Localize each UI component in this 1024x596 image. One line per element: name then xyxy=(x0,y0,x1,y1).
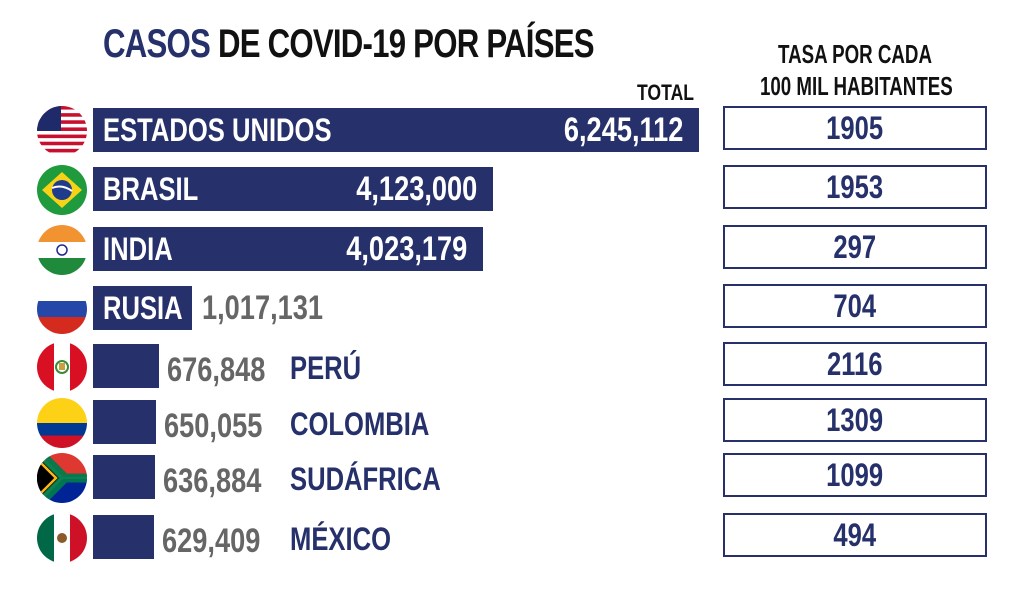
chart-row: INDIA 4,023,179 297 xyxy=(0,225,1024,275)
chart-row: ESTADOS UNIDOS 6,245,112 1905 xyxy=(0,106,1024,156)
title-accent: CASOS xyxy=(103,22,211,66)
rate-header-line-2: 100 MIL HABITANTES xyxy=(759,71,953,101)
india-flag-icon xyxy=(37,225,87,275)
data-value-label: 676,848 xyxy=(166,351,265,389)
data-bar xyxy=(93,400,157,444)
country-label: MÉXICO xyxy=(290,521,391,557)
peru-flag-icon xyxy=(37,342,87,392)
data-bar xyxy=(93,108,699,152)
data-bar xyxy=(93,455,155,499)
russia-flag-icon xyxy=(37,284,87,334)
usa-flag-icon xyxy=(37,106,87,156)
data-value-label: 6,245,112 xyxy=(563,111,683,149)
data-value-label: 650,055 xyxy=(164,407,263,445)
rate-value-box: 1099 xyxy=(723,453,987,497)
country-label: PERÚ xyxy=(290,350,362,386)
chart-row: 676,848 PERÚ 2116 xyxy=(0,342,1024,392)
country-label: SUDÁFRICA xyxy=(290,461,441,497)
country-label: COLOMBIA xyxy=(290,406,430,442)
rate-header-line-1: TASA POR CADA xyxy=(778,39,932,69)
title-rest: DE COVID-19 POR PAÍSES xyxy=(217,22,595,66)
rate-value-label: 2116 xyxy=(827,346,883,382)
country-label: INDIA xyxy=(103,231,173,267)
rate-value-box: 704 xyxy=(723,284,987,328)
mexico-flag-icon xyxy=(37,513,87,563)
rate-value-box: 2116 xyxy=(723,342,987,386)
chart-row: 636,884 SUDÁFRICA 1099 xyxy=(0,453,1024,503)
rate-value-label: 1905 xyxy=(826,110,884,146)
data-value-label: 1,017,131 xyxy=(201,289,323,327)
chart-row: 650,055 COLOMBIA 1309 xyxy=(0,398,1024,448)
brazil-flag-icon xyxy=(37,165,87,215)
rate-value-box: 1905 xyxy=(723,106,987,150)
data-bar xyxy=(93,515,155,559)
rate-value-label: 494 xyxy=(833,517,877,553)
rate-value-box: 1309 xyxy=(723,398,987,442)
country-label: ESTADOS UNIDOS xyxy=(103,112,332,148)
data-bar xyxy=(93,286,192,330)
data-bar xyxy=(93,344,159,388)
rate-column-header: TASA POR CADA 100 MIL HABITANTES xyxy=(723,38,987,102)
south-africa-flag-icon xyxy=(37,453,87,503)
rate-value-label: 1309 xyxy=(826,402,884,438)
data-value-label: 636,884 xyxy=(162,462,262,500)
chart-row: RUSIA 1,017,131 704 xyxy=(0,284,1024,334)
data-value-label: 629,409 xyxy=(162,522,261,560)
chart-row: BRASIL 4,123,000 1953 xyxy=(0,165,1024,215)
total-column-label: TOTAL xyxy=(637,80,695,105)
country-label: BRASIL xyxy=(103,171,199,207)
country-label: RUSIA xyxy=(103,290,183,326)
data-bar xyxy=(93,167,494,211)
rate-value-box: 1953 xyxy=(723,165,987,209)
rate-value-label: 704 xyxy=(833,288,877,324)
rate-value-box: 494 xyxy=(723,513,987,557)
rate-value-label: 297 xyxy=(833,229,877,265)
data-bar xyxy=(93,227,484,271)
rate-value-label: 1953 xyxy=(826,169,884,205)
chart-title: CASOS DE COVID-19 POR PAÍSES xyxy=(103,22,595,67)
data-value-label: 4,023,179 xyxy=(346,230,468,268)
rate-value-label: 1099 xyxy=(826,457,884,493)
colombia-flag-icon xyxy=(37,398,87,448)
data-value-label: 4,123,000 xyxy=(356,170,478,208)
rate-value-box: 297 xyxy=(723,225,987,269)
chart-row: 629,409 MÉXICO 494 xyxy=(0,513,1024,563)
